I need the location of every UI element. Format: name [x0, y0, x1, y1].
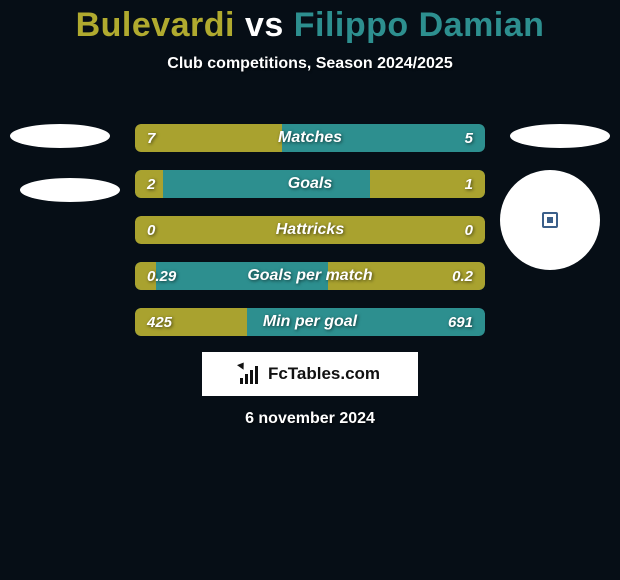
- stat-value-left: 425: [147, 308, 172, 336]
- stat-value-left: 0: [147, 216, 155, 244]
- stat-row: 2Goals1: [135, 170, 485, 198]
- avatar-placeholder-left-bottom: [20, 178, 120, 202]
- stat-value-left: 2: [147, 170, 155, 198]
- stat-row: 0Hattricks0: [135, 216, 485, 244]
- subtitle: Club competitions, Season 2024/2025: [0, 55, 620, 73]
- brand-text: FcTables.com: [268, 364, 380, 384]
- vs-text: vs: [245, 6, 284, 44]
- page-title: Bulevardi vs Filippo Damian: [0, 0, 620, 45]
- player-a-name: Bulevardi: [76, 6, 235, 44]
- stat-row: 425Min per goal691: [135, 308, 485, 336]
- stat-bar-fill-right: [282, 124, 485, 152]
- avatar-placeholder-right-circle: [500, 170, 600, 270]
- brand-box[interactable]: FcTables.com: [202, 352, 418, 396]
- stat-bar-fill-left: [135, 124, 282, 152]
- date-text: 6 november 2024: [0, 410, 620, 428]
- brand-chart-icon: [240, 364, 262, 384]
- stat-value-right: 1: [465, 170, 473, 198]
- avatar-placeholder-left-top: [10, 124, 110, 148]
- avatar-placeholder-right-top: [510, 124, 610, 148]
- stat-value-left: 0.29: [147, 262, 176, 290]
- stat-row: 0.29Goals per match0.2: [135, 262, 485, 290]
- stats-container: 7Matches5 2Goals1 0Hattricks0 0.29Goals per…: [135, 124, 485, 354]
- stat-value-right: 0.2: [452, 262, 473, 290]
- stat-row: 7Matches5: [135, 124, 485, 152]
- player-b-name: Filippo Damian: [294, 6, 545, 44]
- stat-bar-track: [135, 216, 485, 244]
- stat-value-left: 7: [147, 124, 155, 152]
- image-icon: [542, 212, 558, 228]
- stat-value-right: 0: [465, 216, 473, 244]
- stat-value-right: 691: [448, 308, 473, 336]
- stat-value-right: 5: [465, 124, 473, 152]
